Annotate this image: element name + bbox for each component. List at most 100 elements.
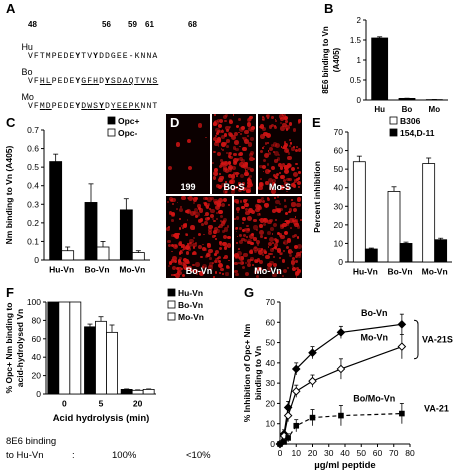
fluorescent-spot bbox=[284, 148, 287, 150]
fluorescent-spot bbox=[250, 137, 254, 141]
x-tick-label: Mo-Vn bbox=[422, 267, 448, 277]
fluorescent-spot bbox=[259, 230, 264, 236]
bar bbox=[106, 331, 118, 395]
fluorescent-spot bbox=[181, 196, 186, 201]
fluorescent-spot bbox=[274, 142, 280, 148]
fluorescent-spot bbox=[178, 217, 181, 221]
fluorescent-spot bbox=[289, 142, 292, 145]
fluorescent-spot bbox=[221, 182, 226, 187]
fluorescent-spot bbox=[291, 264, 294, 267]
bar bbox=[434, 239, 448, 263]
fluorescent-spot bbox=[274, 159, 278, 163]
fluorescent-spot bbox=[265, 255, 270, 260]
fluorescent-spot bbox=[225, 190, 228, 193]
x-tick-label: Bo bbox=[402, 105, 413, 112]
x-tick-label: 10 bbox=[292, 448, 302, 458]
fluorescent-spot bbox=[214, 119, 220, 125]
fluorescent-spot bbox=[281, 185, 286, 190]
fluorescent-spot bbox=[231, 187, 235, 191]
fluorescent-spot bbox=[207, 243, 210, 246]
fluorescent-spot bbox=[278, 162, 283, 167]
fluorescent-spot bbox=[190, 211, 195, 217]
fluorescent-spot bbox=[296, 202, 301, 207]
fluorescent-spot bbox=[283, 242, 286, 244]
fluorescent-spot bbox=[235, 241, 239, 245]
fluorescent-spot bbox=[222, 241, 227, 247]
fluorescent-spot bbox=[243, 252, 248, 258]
series-label-mo-vn: Mo-Vn bbox=[361, 333, 389, 343]
residue: V bbox=[87, 52, 94, 61]
fluorescent-spot bbox=[213, 219, 216, 223]
bar bbox=[131, 252, 145, 261]
bar bbox=[119, 209, 133, 261]
y-tick-label: 0 bbox=[270, 439, 275, 449]
fluorescent-spot bbox=[265, 181, 269, 185]
fluorescent-spot bbox=[212, 261, 215, 264]
fluorescent-spot bbox=[291, 202, 296, 207]
fluorescent-spot bbox=[254, 245, 258, 249]
fluorescent-spot bbox=[224, 180, 227, 183]
residue: F bbox=[33, 102, 40, 111]
fluorescent-spot bbox=[239, 239, 243, 244]
fluorescent-spot bbox=[294, 216, 297, 218]
residue: E bbox=[116, 102, 123, 111]
fluorescent-spot bbox=[288, 122, 292, 126]
fluorescent-spot bbox=[281, 258, 286, 263]
fluorescent-spot bbox=[254, 259, 258, 264]
residue: A bbox=[152, 52, 159, 61]
alignment-row-hu: Hu VFTMPEDEYTVYDDGEE-KNNA bbox=[2, 32, 157, 72]
residue: M bbox=[39, 102, 46, 111]
fluorescent-spot bbox=[217, 256, 220, 259]
fluorescent-spot bbox=[282, 122, 287, 127]
fluorescent-spot bbox=[236, 211, 239, 214]
fluorescent-spot bbox=[189, 241, 192, 245]
fluorescent-spot bbox=[233, 161, 237, 165]
fluorescent-spot bbox=[262, 248, 266, 252]
fluorescent-spot bbox=[270, 123, 275, 127]
fluorescent-spot bbox=[284, 212, 288, 215]
residue: G bbox=[81, 77, 88, 86]
fluorescent-spot bbox=[183, 257, 188, 263]
y-tick-label: 20 bbox=[334, 220, 344, 230]
fluorescent-spot bbox=[238, 262, 241, 265]
fluorescent-spot bbox=[229, 155, 234, 160]
fluorescent-spot bbox=[192, 251, 195, 255]
fluorescent-spot bbox=[213, 276, 215, 278]
fluorescent-spot bbox=[279, 166, 284, 170]
fluorescent-spot bbox=[186, 208, 192, 214]
fluorescent-spot bbox=[291, 147, 295, 151]
fluorescent-spot bbox=[242, 147, 247, 152]
fluorescent-spot bbox=[237, 183, 241, 187]
fluorescent-spot bbox=[253, 269, 259, 275]
fluorescent-spot bbox=[212, 162, 214, 165]
fluorescent-spot bbox=[292, 145, 296, 149]
fluorescent-spot bbox=[269, 237, 275, 243]
fluorescent-spot bbox=[264, 268, 266, 271]
fluorescent-spot bbox=[168, 261, 173, 265]
bar bbox=[47, 301, 60, 395]
micrograph-label: Bo-Vn bbox=[185, 266, 213, 276]
fluorescent-spot bbox=[226, 139, 230, 143]
panel-b: B 0 0.5 1 1.5 2 Hu Bo Mo 8E6 binding to Vn (A405) bbox=[318, 0, 458, 114]
fluorescent-spot bbox=[204, 203, 209, 208]
fluorescent-spot bbox=[258, 204, 261, 207]
x-tick-label: Hu-Vn bbox=[49, 265, 74, 275]
fluorescent-spot bbox=[195, 212, 201, 218]
fluorescent-spot bbox=[296, 235, 300, 239]
sequence: VFHLPEDEYGFHDYSDAQTVNS bbox=[28, 77, 158, 87]
x-axis-label: Acid hydrolysis (min) bbox=[53, 413, 150, 424]
fluorescent-spot bbox=[270, 252, 273, 256]
fluorescent-spot bbox=[259, 177, 263, 181]
fluorescent-spot bbox=[177, 266, 182, 271]
data-point bbox=[308, 348, 317, 358]
y-tick-label: 40 bbox=[334, 183, 344, 193]
fluorescent-spot bbox=[273, 125, 277, 130]
fluorescent-spot bbox=[182, 247, 187, 251]
fluorescent-spot bbox=[279, 257, 282, 260]
fluorescent-spot bbox=[278, 270, 282, 274]
footer-label-line2: to Hu-Vn bbox=[6, 450, 44, 461]
fluorescent-spot bbox=[168, 265, 171, 268]
fluorescent-spot bbox=[207, 224, 213, 230]
fluorescent-spot bbox=[249, 175, 253, 179]
fluorescent-spot bbox=[227, 167, 233, 173]
